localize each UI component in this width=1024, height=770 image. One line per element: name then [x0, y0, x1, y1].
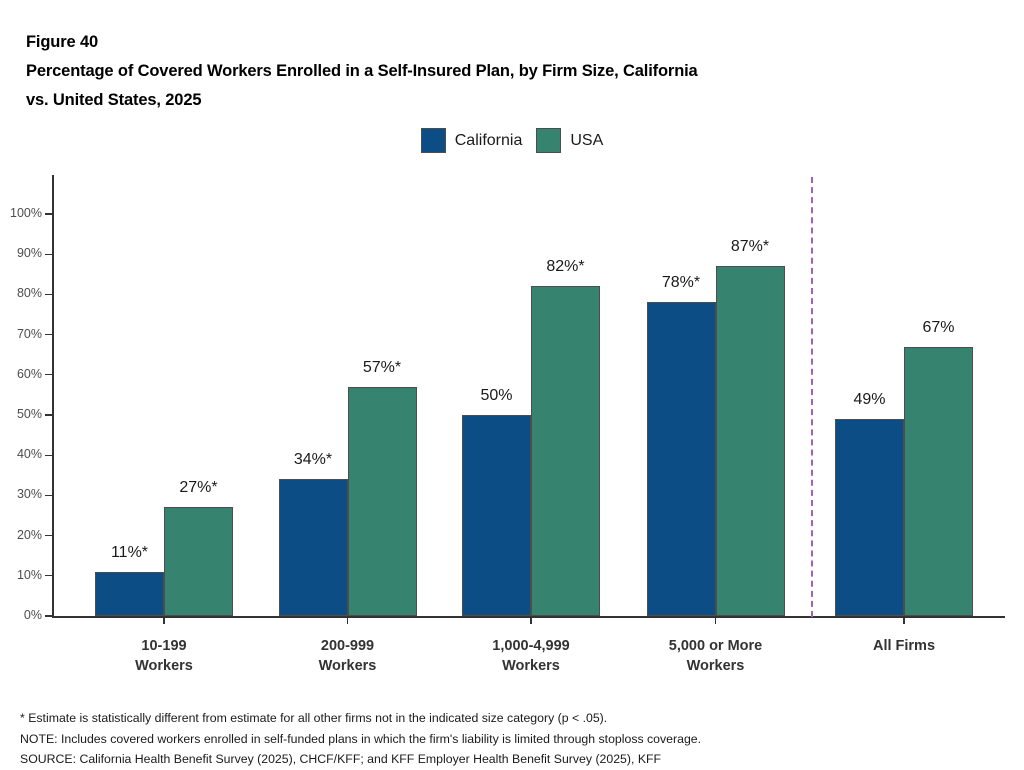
y-axis-tick-label: 70%: [16, 326, 42, 341]
figure-title-line-1: Percentage of Covered Workers Enrolled i…: [26, 62, 698, 80]
y-axis-tick-label: 40%: [16, 447, 42, 462]
footnote-source: SOURCE: California Health Benefit Survey…: [20, 752, 662, 766]
bar-usa-3[interactable]: [715, 266, 785, 616]
x-axis-tick: [163, 617, 165, 624]
bar-value-label: 57%*: [362, 358, 402, 376]
y-axis-tick: [45, 535, 52, 537]
y-axis-tick-label: 90%: [16, 246, 42, 261]
x-axis-category-label: 200-999 Workers: [318, 638, 377, 674]
x-axis-category-label: All Firms: [872, 638, 936, 654]
y-axis-tick: [45, 213, 52, 215]
bar-usa-1[interactable]: [347, 386, 417, 616]
bar-usa-0[interactable]: [164, 507, 233, 616]
chart-legend: California USA: [0, 128, 1024, 153]
y-axis-tick: [45, 253, 52, 255]
figure-title-block: Figure 40 Percentage of Covered Workers …: [26, 28, 986, 115]
bar-value-label: 78%*: [661, 274, 701, 292]
x-axis-tick: [530, 617, 532, 624]
y-axis-tick: [45, 414, 52, 416]
x-axis-category-label: 10-199 Workers: [135, 638, 193, 674]
figure-number: Figure 40: [26, 33, 99, 51]
bar-value-label: 82%*: [546, 258, 585, 276]
y-axis-line: [52, 175, 54, 617]
bar-california-3[interactable]: [646, 302, 716, 616]
bar-value-label: 49%: [853, 391, 886, 409]
bar-value-label: 11%*: [110, 543, 149, 561]
bar-value-label: 50%: [480, 387, 513, 404]
bar-california-4[interactable]: [835, 419, 904, 616]
legend-label-california: California: [454, 131, 523, 149]
footnote-asterisk: * Estimate is statistically different fr…: [20, 711, 608, 725]
bar-usa-4[interactable]: [904, 346, 973, 616]
y-axis-tick-label: 50%: [16, 407, 42, 421]
bar-california-2[interactable]: [462, 415, 531, 616]
y-axis-tick: [45, 615, 52, 617]
y-axis-tick-label: 20%: [16, 527, 42, 542]
legend-item-usa[interactable]: USA: [536, 128, 603, 153]
bar-value-label: 87%*: [730, 238, 770, 256]
bar-usa-2[interactable]: [531, 286, 600, 616]
y-axis-tick-label: 30%: [16, 487, 42, 502]
x-axis-tick: [346, 617, 349, 624]
x-axis-line: [52, 616, 1005, 618]
footnote-note: NOTE: Includes covered workers enrolled …: [20, 731, 702, 746]
y-axis-tick-label: 100%: [10, 206, 42, 220]
y-axis-tick-label: 0%: [23, 608, 42, 622]
y-axis-tick-label: 80%: [16, 286, 42, 301]
y-axis-tick: [45, 293, 52, 295]
bar-california-0[interactable]: [95, 571, 164, 616]
bar-value-label: 27%*: [179, 479, 218, 497]
y-axis-tick-label: 10%: [16, 567, 42, 582]
y-axis-tick: [45, 494, 52, 496]
legend-label-usa: USA: [570, 131, 604, 149]
y-axis-tick: [45, 374, 52, 376]
x-axis-tick: [714, 617, 717, 624]
x-axis-tick: [903, 617, 905, 624]
bar-california-1[interactable]: [278, 479, 348, 616]
bar-value-label: 67%: [922, 318, 955, 336]
x-axis-category-label: 5,000 or More Workers: [668, 638, 763, 674]
legend-swatch-usa: [536, 128, 562, 153]
y-axis-tick: [45, 575, 52, 577]
y-axis-tick: [45, 454, 52, 456]
figure-title-line-2: vs. United States, 2025: [26, 91, 202, 109]
y-axis-tick: [45, 334, 52, 336]
x-axis-category-label: 1,000-4,999 Workers: [492, 638, 570, 674]
bar-value-label: 34%*: [293, 451, 333, 469]
y-axis-tick-label: 60%: [16, 366, 42, 381]
legend-swatch-california: [420, 128, 446, 153]
chart-footnotes: * Estimate is statistically different fr…: [20, 708, 1010, 770]
legend-item-california[interactable]: California: [420, 128, 523, 153]
all-firms-divider: [811, 177, 813, 617]
